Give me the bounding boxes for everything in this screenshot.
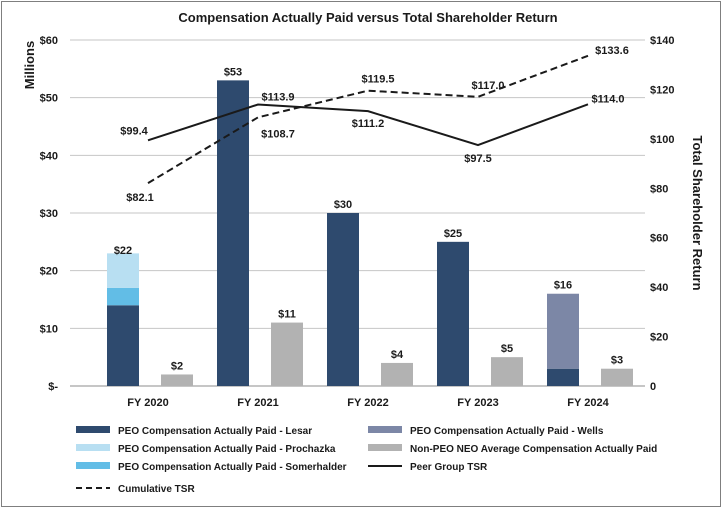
right-axis-ticks: 0 $20 $40 $60 $80 $100 $120 $140 (650, 35, 674, 393)
neo-bar-label: $11 (278, 309, 296, 321)
bar-segment (107, 287, 139, 306)
neo-bar (271, 322, 303, 386)
data-labels: $22 $53 $30 $25 $16 $2 $11 $4 $5 $3 $99.4 $113.9 $11… (114, 45, 629, 373)
neo-bar-label: $2 (171, 360, 183, 372)
right-tick-label: 0 (650, 381, 656, 393)
neo-bar-label: $5 (501, 343, 513, 355)
legend-label: PEO Compensation Actually Paid - Prochaz… (118, 444, 336, 455)
left-axis-ticks: $- $10 $20 $30 $40 $50 $60 (40, 35, 59, 393)
neo-bar (381, 362, 413, 386)
left-tick-label: $60 (40, 35, 58, 47)
neo-bar (601, 368, 633, 386)
cumulative-tsr-label: $133.6 (595, 45, 629, 57)
left-tick-label: $20 (40, 266, 58, 278)
legend-label: PEO Compensation Actually Paid - Somerha… (118, 462, 347, 473)
bar-segment (327, 213, 359, 386)
right-axis-title: Total Shareholder Return (690, 135, 705, 290)
bar-segment (107, 253, 139, 288)
stack-total-label: $22 (114, 245, 132, 257)
left-tick-label: $10 (40, 323, 58, 335)
neo-bar (491, 357, 523, 386)
legend-label: Non-PEO NEO Average Compensation Actuall… (410, 444, 657, 455)
category-label: FY 2020 (127, 397, 168, 409)
right-tick-label: $100 (650, 134, 674, 146)
left-tick-label: $50 (40, 93, 58, 105)
legend-swatch (76, 444, 110, 451)
category-label: FY 2023 (457, 397, 498, 409)
stack-total-label: $53 (224, 66, 242, 78)
left-tick-label: $40 (40, 150, 58, 162)
cumulative-tsr-label: $119.5 (361, 74, 394, 86)
right-tick-label: $80 (650, 183, 668, 195)
legend-label: Peer Group TSR (410, 462, 488, 473)
neo-bar-label: $4 (391, 349, 404, 361)
line-series (147, 54, 589, 184)
peer-group-tsr-line (147, 103, 589, 147)
right-tick-label: $140 (650, 35, 674, 47)
cumulative-tsr-label: $108.7 (261, 128, 295, 140)
peer-tsr-label: $111.2 (352, 118, 384, 130)
bar-series (107, 80, 633, 386)
peer-tsr-label: $99.4 (120, 125, 148, 137)
chart-title: Compensation Actually Paid versus Total … (178, 10, 557, 25)
bar-segment (437, 241, 469, 386)
left-axis-title: Millions (22, 41, 37, 89)
cumulative-tsr-line (147, 54, 589, 184)
right-tick-label: $40 (650, 282, 668, 294)
category-label: FY 2021 (237, 397, 278, 409)
left-tick-label: $- (48, 381, 58, 393)
cumulative-tsr-label: $82.1 (126, 192, 154, 204)
peer-tsr-label: $113.9 (261, 92, 294, 104)
category-labels: FY 2020 FY 2021 FY 2022 FY 2023 FY 2024 (127, 397, 609, 409)
cumulative-tsr-label: $117.0 (471, 80, 504, 92)
bar-segment (107, 305, 139, 386)
legend-label: PEO Compensation Actually Paid - Wells (410, 426, 604, 437)
peer-tsr-label: $97.5 (464, 153, 492, 165)
peer-tsr-label: $114.0 (591, 93, 624, 105)
legend-swatch (368, 444, 402, 451)
stack-total-label: $30 (334, 199, 352, 211)
legend-swatch (76, 462, 110, 469)
category-label: FY 2022 (347, 397, 388, 409)
legend-swatch (368, 426, 402, 433)
right-tick-label: $20 (650, 332, 668, 344)
left-tick-label: $30 (40, 208, 58, 220)
stack-total-label: $25 (444, 228, 462, 240)
stack-total-label: $16 (554, 280, 572, 292)
category-label: FY 2024 (567, 397, 609, 409)
right-tick-label: $60 (650, 233, 668, 245)
legend-swatch (76, 426, 110, 433)
legend-label: Cumulative TSR (118, 484, 195, 495)
right-tick-label: $120 (650, 84, 674, 96)
bar-segment (547, 293, 579, 369)
neo-bar-label: $3 (611, 355, 623, 367)
legend: PEO Compensation Actually Paid - Lesar PE… (76, 426, 657, 495)
legend-label: PEO Compensation Actually Paid - Lesar (118, 426, 312, 437)
neo-bar (161, 374, 193, 386)
bar-segment (547, 368, 579, 386)
